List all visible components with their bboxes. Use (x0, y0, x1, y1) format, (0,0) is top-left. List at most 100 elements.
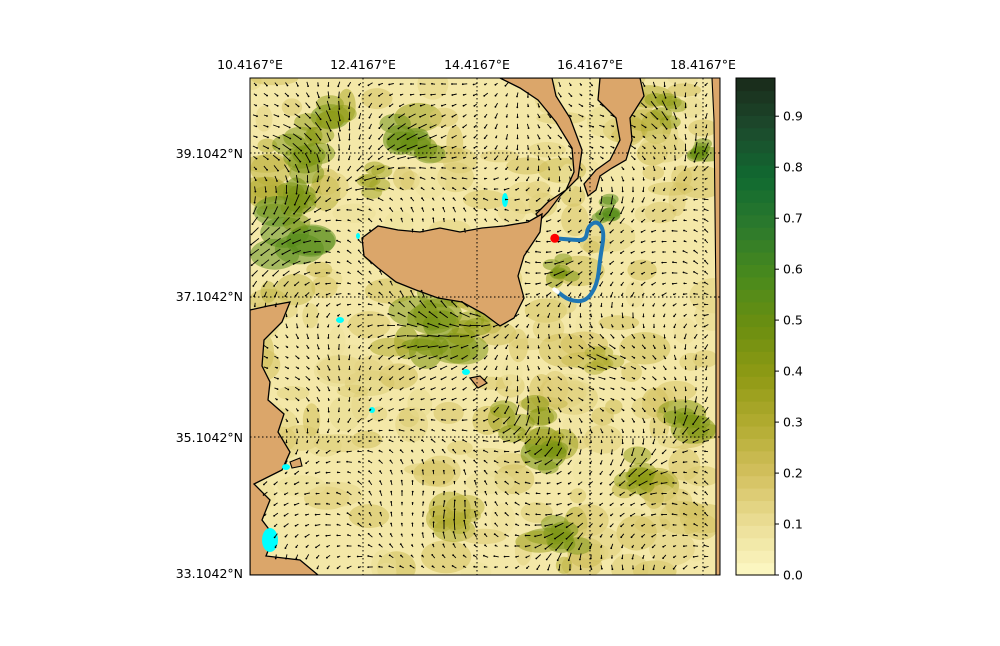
vector-arrow-head (705, 105, 707, 107)
vector-arrow-head (577, 262, 580, 265)
vector-arrow-head (495, 136, 497, 139)
vector-arrow-head (379, 470, 381, 473)
vector-arrow-head (263, 295, 266, 298)
vector-arrow-head (307, 171, 310, 174)
vector-arrow-head (272, 274, 275, 277)
vector-arrow-head (630, 536, 633, 539)
vector-arrow-head (693, 160, 696, 163)
vector-arrow-head (473, 521, 476, 524)
vector-arrow-head (358, 491, 360, 494)
vector-arrow-head (451, 565, 454, 567)
vector-arrow (388, 354, 395, 360)
vector-arrow-head (578, 220, 581, 223)
vector-arrow-head (388, 291, 391, 293)
vector-arrow-head (398, 368, 401, 371)
colorbar-band (736, 189, 775, 203)
vector-arrow-head (338, 108, 341, 110)
vector-arrow (440, 355, 448, 359)
vector-arrow-head (337, 348, 340, 350)
vector-arrow-head (463, 543, 465, 546)
vector-arrow-head (538, 148, 541, 151)
vector-arrow-head (633, 337, 636, 339)
vector-arrow-head (578, 284, 580, 287)
vector-arrow-head (664, 368, 667, 371)
vector-arrow-head (582, 357, 584, 360)
vector-arrow (503, 427, 511, 434)
vector-arrow (430, 300, 437, 309)
vector-arrow (474, 511, 477, 518)
shallow-patch (262, 528, 278, 552)
vector-arrow-head (265, 190, 267, 193)
vector-arrow-head (418, 126, 421, 129)
vector-arrow-head (326, 431, 329, 434)
vector-arrow-head (591, 146, 594, 149)
vector-arrow-head (266, 125, 269, 128)
vector-arrow (293, 250, 301, 254)
vector-arrow-head (389, 398, 392, 401)
colorbar-band (736, 376, 775, 390)
vector-arrow-head (602, 399, 605, 401)
vector-arrow-head (684, 84, 686, 87)
vector-arrow-head (484, 116, 486, 118)
vector-arrow (482, 334, 490, 338)
vector-arrow (305, 163, 310, 173)
vector-arrow-head (705, 357, 707, 360)
vector-arrow-head (365, 188, 367, 190)
vector-arrow (493, 417, 500, 423)
vector-arrow-head (504, 325, 507, 328)
vector-arrow-head (484, 480, 486, 483)
vector-arrow-head (589, 211, 591, 214)
vector-arrow (398, 113, 406, 118)
colorbar-band (736, 413, 775, 427)
vector-arrow (438, 335, 450, 337)
vector-arrow-head (621, 568, 624, 571)
vector-arrow-head (693, 188, 696, 191)
vector-arrow-head (416, 322, 419, 325)
vector-arrow-head (358, 95, 360, 97)
vector-arrow (536, 426, 541, 435)
vector-arrow-head (524, 461, 527, 464)
vector-arrow-head (581, 378, 584, 380)
vector-arrow-head (559, 168, 561, 171)
vector-arrow (273, 206, 279, 214)
vector-arrow (514, 414, 521, 426)
speed-patch (386, 131, 418, 152)
vector-arrow-head (694, 512, 696, 515)
vector-arrow-head (484, 533, 486, 536)
vector-arrow-head (429, 368, 432, 370)
vector-arrow-head (307, 388, 310, 391)
vector-arrow-head (378, 83, 380, 86)
vector-arrow-head (693, 460, 696, 463)
vector-arrow-head (534, 462, 537, 465)
vector-arrow-head (649, 473, 651, 476)
vector-arrow-head (430, 93, 433, 96)
vector-arrow-head (579, 452, 581, 455)
vector-arrow (586, 365, 596, 370)
vector-arrow-head (368, 399, 371, 402)
vector-arrow (526, 414, 530, 426)
vector-arrow-head (570, 377, 572, 380)
vector-arrow-head (623, 388, 626, 391)
vector-arrow-head (704, 460, 707, 463)
vector-arrow (544, 446, 554, 457)
vector-arrow-head (441, 418, 443, 421)
speed-patch (384, 210, 414, 234)
vector-arrow-head (623, 346, 625, 349)
vector-arrow-head (545, 472, 548, 475)
vector-arrow-head (453, 469, 455, 472)
vector-arrow-head (250, 233, 253, 236)
vector-arrow-head (650, 493, 652, 495)
vector-arrow (609, 469, 615, 476)
vector-arrow-head (319, 128, 322, 131)
vector-arrow-head (389, 533, 392, 535)
vector-arrow-head (432, 217, 435, 220)
vector-arrow-head (461, 429, 464, 431)
vector-arrow-head (580, 136, 583, 138)
vector-arrow-head (633, 357, 636, 359)
vector-arrow-head (592, 125, 594, 128)
vector-arrow-head (451, 146, 454, 149)
lon-tick-label: 18.4167°E (670, 57, 736, 72)
vector-arrow-head (348, 128, 351, 131)
vector-arrow-head (622, 409, 625, 412)
vector-arrow-head (388, 565, 391, 568)
